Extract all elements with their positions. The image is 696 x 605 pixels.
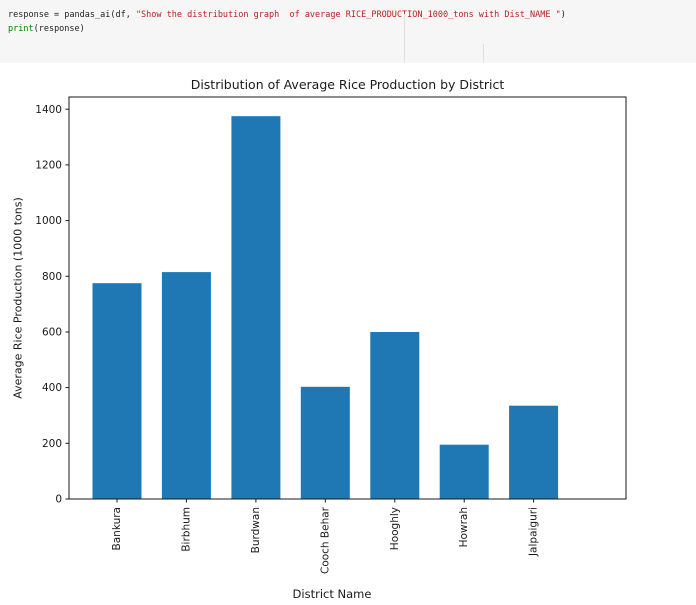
bar-burdwan — [231, 116, 281, 499]
y-tick-label: 400 — [42, 382, 62, 394]
code-token-keyword: print — [8, 24, 34, 34]
plot-border — [68, 96, 627, 500]
y-axis-label: Average Rice Production (1000 tons) — [11, 197, 25, 399]
y-tick-label: 1000 — [35, 215, 62, 227]
y-tick-label: 1400 — [35, 104, 62, 116]
x-tick-label: Howrah — [458, 507, 470, 547]
chart-title: Distribution of Average Rice Production … — [190, 77, 505, 92]
x-axis-label: District Name — [292, 587, 372, 601]
code-token-plain: (response) — [33, 24, 85, 34]
x-tick-label: Birbhum — [180, 507, 192, 552]
y-tick-label: 800 — [42, 271, 62, 283]
editor-ruler-line — [404, 14, 405, 62]
code-cell[interactable]: response = pandas_ai(df, "Show the distr… — [0, 0, 696, 63]
y-tick-label: 1200 — [35, 160, 62, 172]
code-token-plain: ) — [560, 10, 566, 20]
x-tick-label: Bankura — [111, 507, 123, 550]
editor-ruler-line-2 — [483, 44, 484, 62]
bar-chart: 0 200 400 600 800 1000 1200 1400 Bankura Birbhum B… — [35, 96, 627, 574]
y-tick-label: 200 — [42, 438, 62, 450]
x-tick-label: Hooghly — [389, 507, 401, 550]
bar-hooghly — [370, 332, 420, 499]
code-token-string: "Show the distribution graph of average … — [135, 10, 561, 20]
code-line-1: response = pandas_ai(df, "Show the distr… — [8, 8, 696, 22]
code-line-2: print(response) — [8, 22, 696, 36]
y-tick-label: 600 — [42, 327, 62, 339]
bar-howrah — [439, 444, 489, 499]
y-tick-label: 0 — [55, 494, 62, 506]
bar-bankura — [92, 283, 142, 499]
bar-jalpaiguri — [509, 405, 559, 499]
bar-birbhum — [161, 272, 211, 499]
code-token-plain: response = pandas_ai(df, — [8, 10, 136, 20]
x-tick-label: Burdwan — [250, 507, 262, 553]
chart-figure: 0 200 400 600 800 1000 1200 1400 Bankura Birbhum B… — [0, 63, 696, 605]
x-tick-label: Jalpaiguri — [528, 507, 540, 557]
bar-cooch-behar — [300, 386, 350, 499]
x-tick-label: Cooch Behar — [319, 506, 331, 574]
